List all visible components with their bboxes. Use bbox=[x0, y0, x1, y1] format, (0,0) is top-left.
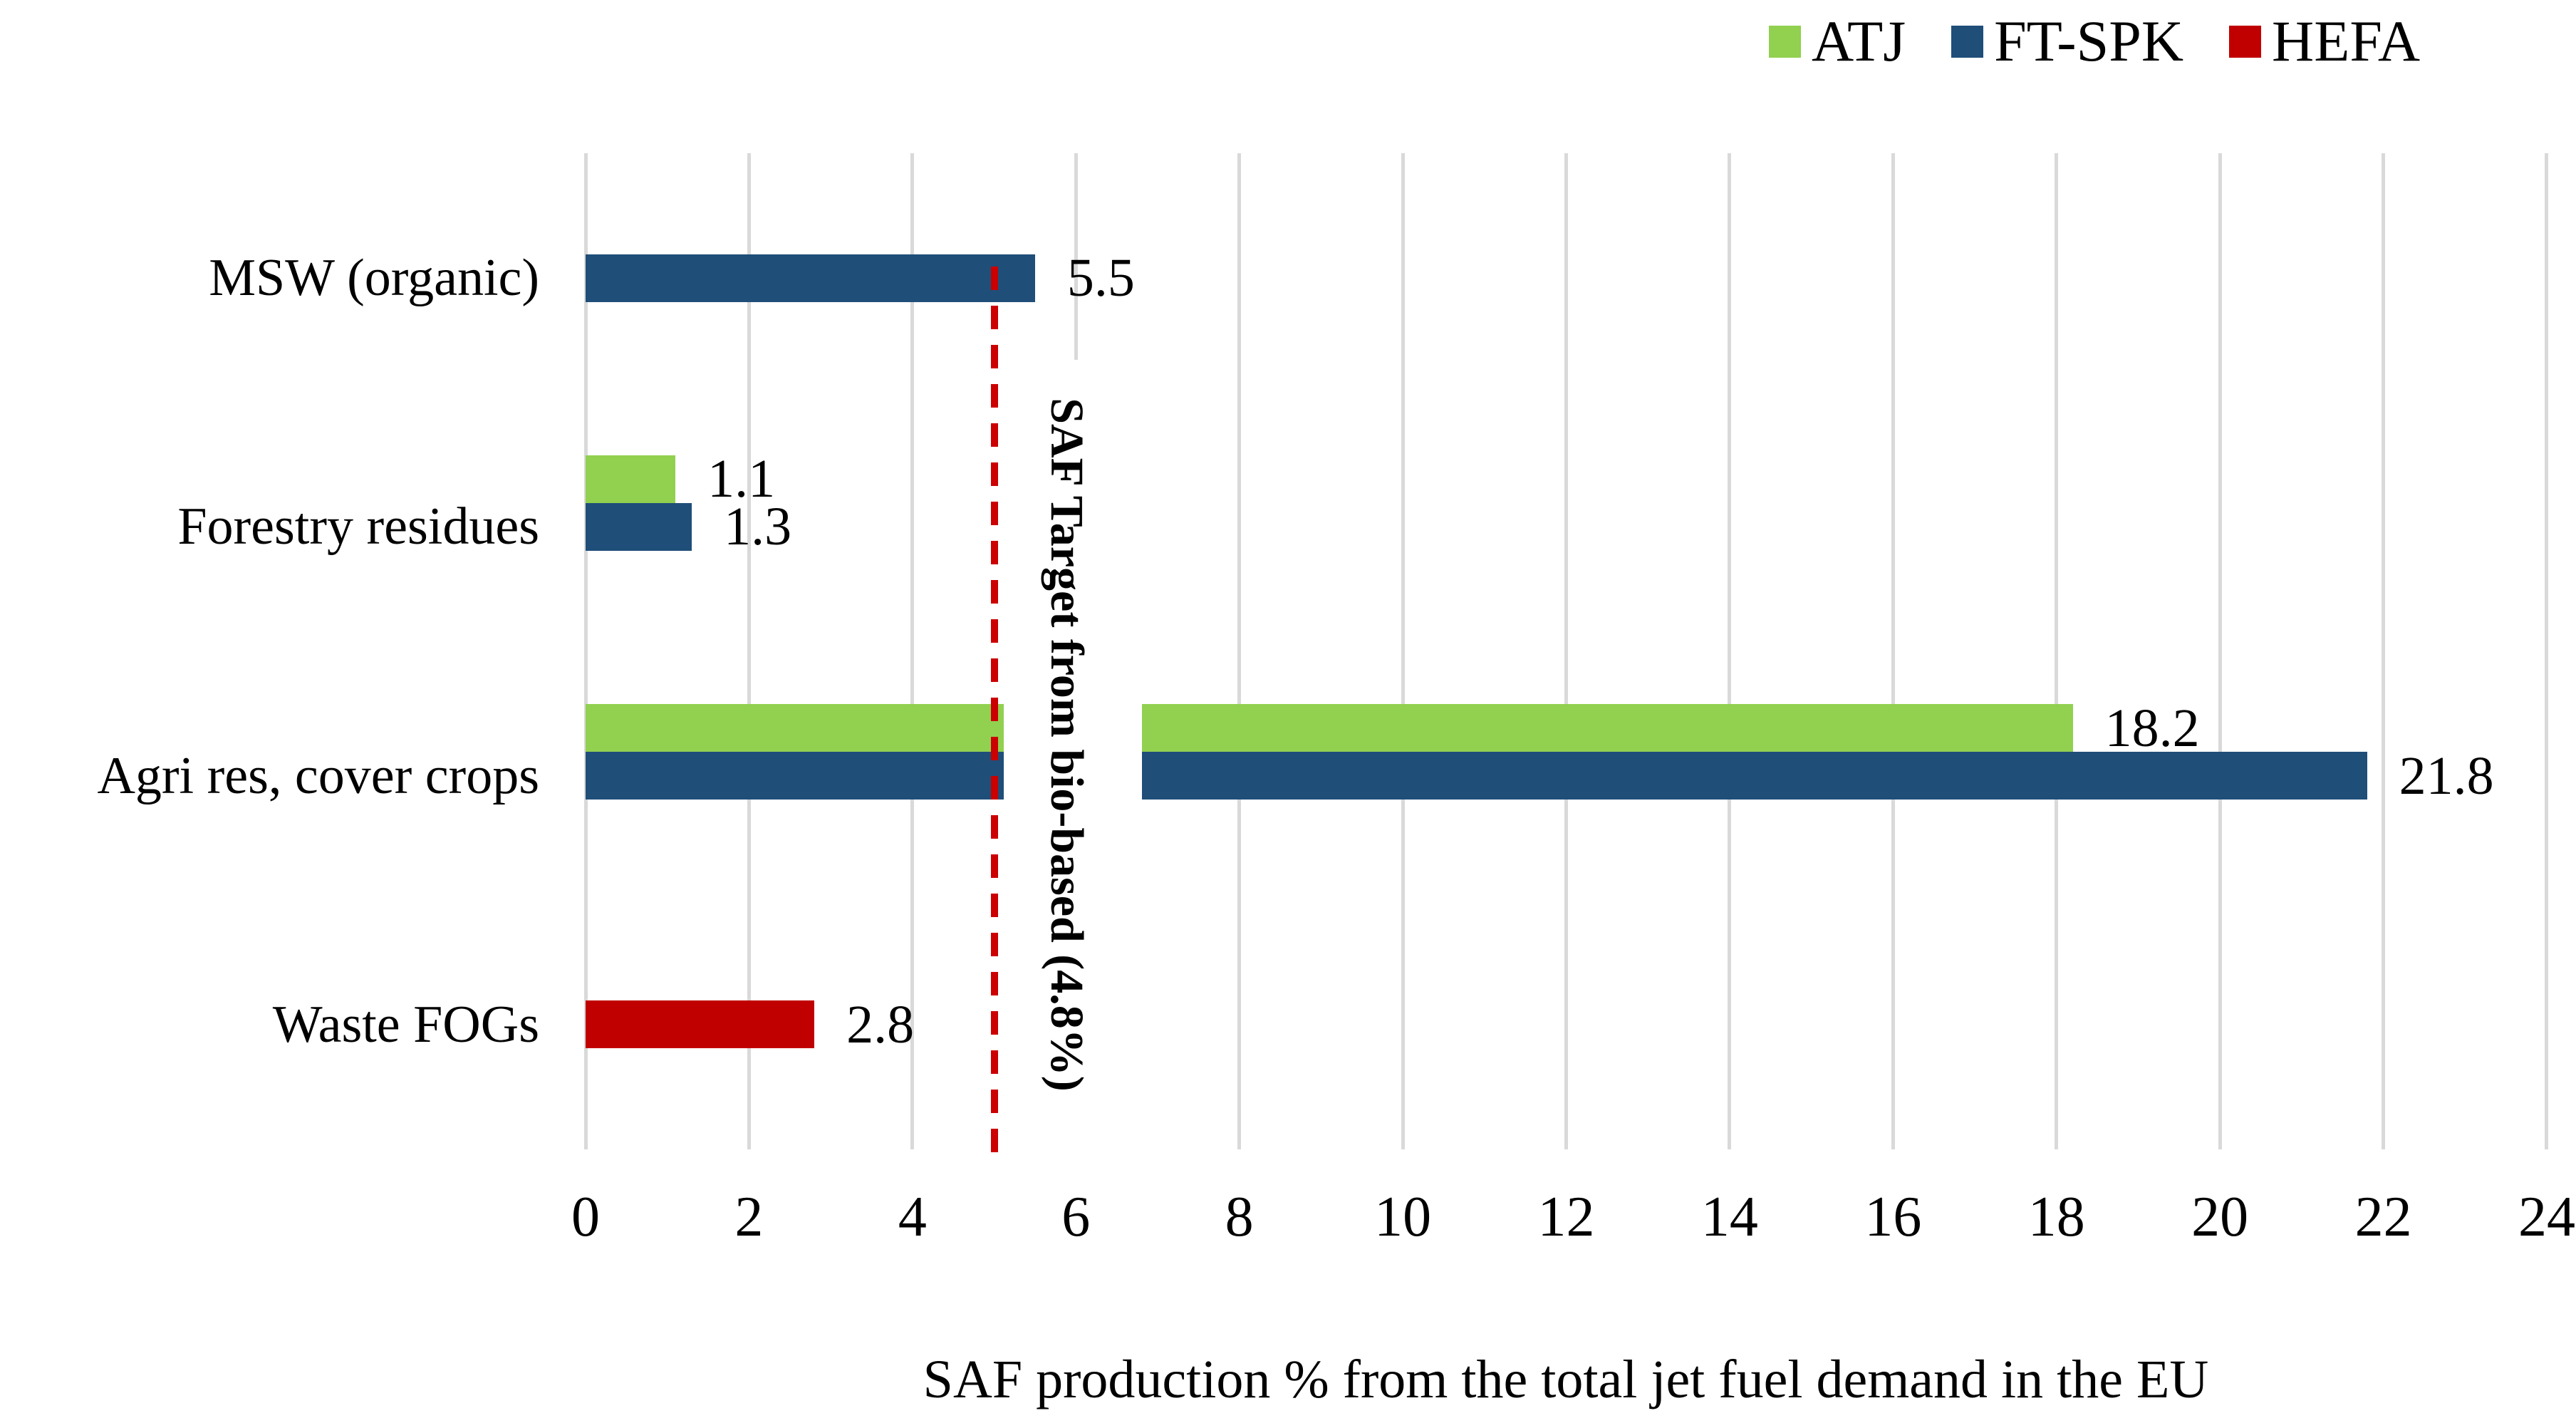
tick-label-20: 20 bbox=[2191, 1186, 2249, 1248]
data-label-ft-spk-category-1: 1.3 bbox=[724, 497, 792, 557]
legend-item-atj: ATJ bbox=[1769, 12, 1906, 71]
gridline-x-0 bbox=[583, 153, 588, 1149]
gridline-x-22 bbox=[2382, 153, 2386, 1149]
bar-atj-category-1 bbox=[586, 455, 676, 503]
data-label-atj-category-2: 18.2 bbox=[2104, 698, 2200, 758]
gridline-x-10 bbox=[1401, 153, 1405, 1149]
tick-label-22: 22 bbox=[2354, 1186, 2412, 1248]
category-label-1: Forestry residues bbox=[177, 497, 539, 557]
gridline-x-12 bbox=[1564, 153, 1568, 1149]
legend-item-hefa: HEFA bbox=[2229, 12, 2420, 71]
tick-label-18: 18 bbox=[2027, 1186, 2085, 1248]
bar-atj-category-2 bbox=[586, 704, 2073, 752]
category-label-2: Agri res, cover crops bbox=[97, 746, 539, 805]
gridline-x-20 bbox=[2218, 153, 2222, 1149]
tick-label-24: 24 bbox=[2518, 1186, 2575, 1248]
x-axis-title: SAF production % from the total jet fuel… bbox=[923, 1350, 2209, 1409]
legend-label-hefa: HEFA bbox=[2272, 9, 2421, 73]
tick-label-0: 0 bbox=[571, 1186, 600, 1248]
bar-ft-spk-category-1 bbox=[586, 502, 692, 551]
bar-hefa-category-3 bbox=[586, 1000, 815, 1049]
bar-ft-spk-category-2 bbox=[586, 752, 2367, 800]
gridline-x-14 bbox=[1728, 153, 1732, 1149]
tick-label-14: 14 bbox=[1700, 1186, 1758, 1248]
gridline-x-4 bbox=[910, 153, 915, 1149]
data-label-ft-spk-category-2: 21.8 bbox=[2399, 745, 2494, 806]
category-label-3: Waste FOGs bbox=[272, 995, 539, 1054]
data-label-atj-category-1: 1.1 bbox=[707, 449, 776, 509]
data-label-hefa-category-3: 2.8 bbox=[846, 994, 915, 1055]
legend: ATJ FT-SPK HEFA bbox=[1769, 6, 2466, 77]
category-label-0: MSW (organic) bbox=[209, 249, 539, 307]
target-label-background bbox=[1004, 360, 1142, 1153]
gridline-x-16 bbox=[1891, 153, 1895, 1149]
tick-label-16: 16 bbox=[1864, 1186, 1922, 1248]
legend-swatch-hefa bbox=[2229, 25, 2262, 58]
target-line-label: SAF Target from bio-based (4.8%) bbox=[1041, 398, 1093, 1092]
legend-swatch-ft-spk bbox=[1951, 25, 1984, 58]
legend-label-atj: ATJ bbox=[1812, 9, 1906, 73]
gridline-x-24 bbox=[2545, 153, 2549, 1149]
legend-item-ft-spk: FT-SPK bbox=[1951, 12, 2183, 71]
tick-label-2: 2 bbox=[734, 1186, 764, 1248]
tick-label-6: 6 bbox=[1061, 1186, 1091, 1248]
tick-label-4: 4 bbox=[898, 1186, 927, 1248]
gridline-x-18 bbox=[2055, 153, 2059, 1149]
tick-label-10: 10 bbox=[1374, 1186, 1432, 1248]
bar-ft-spk-category-0 bbox=[586, 254, 1035, 302]
gridline-x-8 bbox=[1237, 153, 1242, 1149]
tick-label-12: 12 bbox=[1537, 1186, 1595, 1248]
tick-label-8: 8 bbox=[1225, 1186, 1254, 1248]
gridline-x-2 bbox=[747, 153, 751, 1149]
target-dashed-line bbox=[990, 267, 998, 1159]
legend-swatch-atj bbox=[1769, 25, 1801, 58]
data-label-ft-spk-category-0: 5.5 bbox=[1066, 248, 1135, 308]
legend-label-ft-spk: FT-SPK bbox=[1994, 9, 2184, 73]
